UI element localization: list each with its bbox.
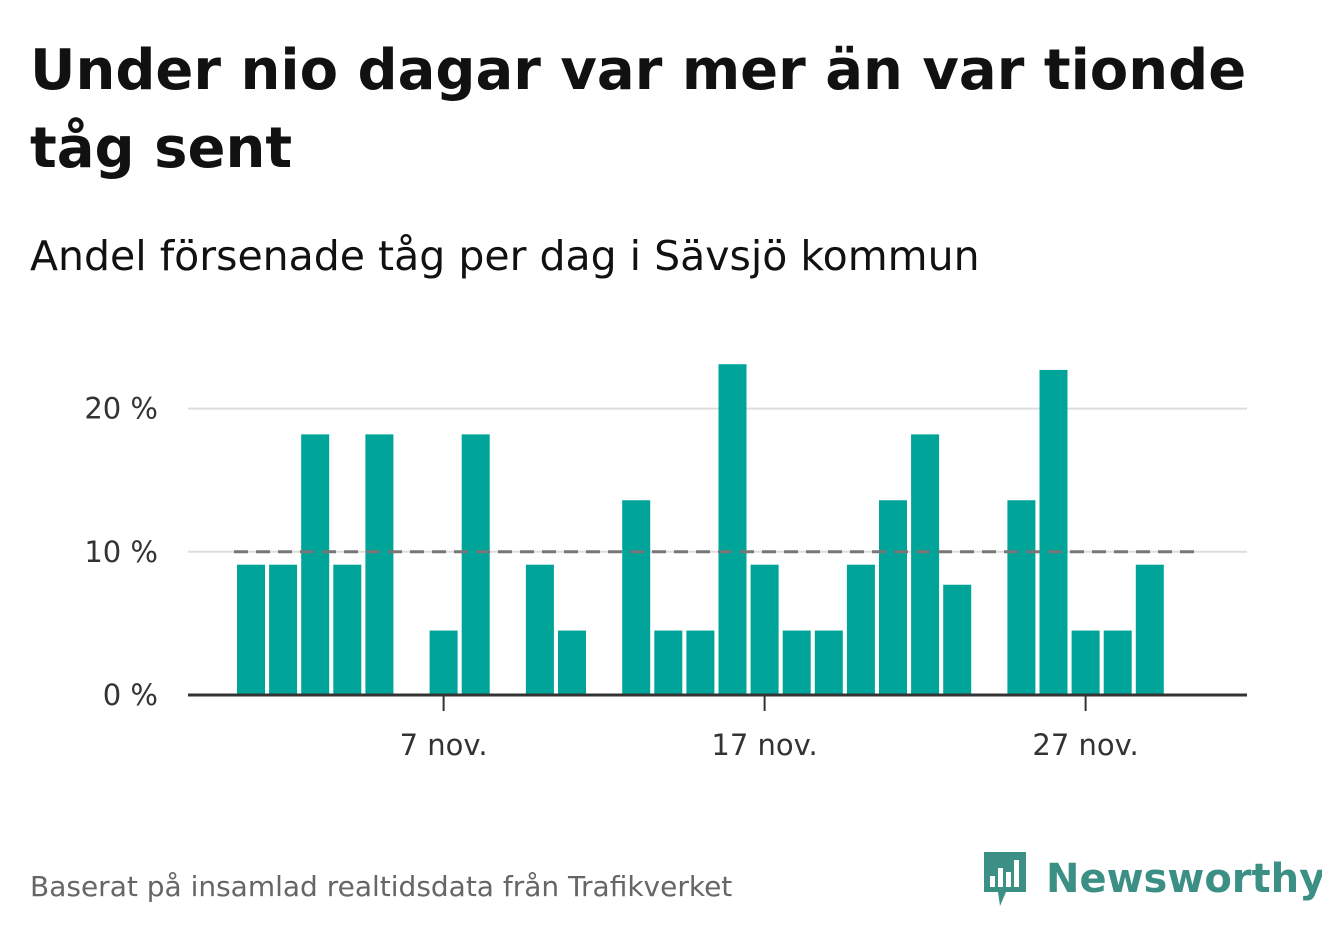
bar bbox=[718, 364, 747, 695]
brand-name: Newsworthy bbox=[1046, 856, 1322, 902]
bar bbox=[237, 564, 265, 695]
y-tick-label: 10 % bbox=[84, 535, 158, 569]
bars bbox=[237, 364, 1164, 695]
x-axis-ticks: 7 nov. 17 nov. 27 nov. bbox=[400, 695, 1139, 762]
newsworthy-logo: Newsworthy bbox=[980, 848, 1322, 910]
y-tick-label: 20 % bbox=[84, 392, 158, 426]
x-tick-label: 7 nov. bbox=[400, 728, 488, 762]
bar bbox=[1039, 369, 1068, 695]
bar bbox=[1135, 564, 1164, 695]
x-tick-label: 17 nov. bbox=[711, 728, 817, 762]
bar bbox=[429, 630, 458, 695]
chart-subtitle: Andel försenade tåg per dag i Sävsjö kom… bbox=[30, 232, 980, 280]
bar bbox=[750, 564, 779, 695]
y-axis-ticks: 0 % 10 % 20 % bbox=[84, 392, 158, 712]
bar bbox=[1007, 500, 1036, 695]
bar bbox=[686, 630, 715, 695]
bar bbox=[846, 564, 875, 695]
bar bbox=[301, 434, 330, 695]
bar bbox=[525, 564, 554, 695]
bar bbox=[911, 434, 940, 695]
bar bbox=[461, 434, 490, 695]
bar bbox=[269, 564, 298, 695]
bar bbox=[654, 630, 683, 695]
x-tick-label: 27 nov. bbox=[1032, 728, 1138, 762]
bar bbox=[1103, 630, 1132, 695]
grid-lines bbox=[188, 407, 1247, 553]
bar-chart-speech-bubble-icon bbox=[984, 852, 1026, 906]
bar bbox=[1071, 630, 1100, 695]
bar bbox=[943, 584, 972, 695]
bar bbox=[558, 630, 586, 695]
y-tick-label: 0 % bbox=[103, 678, 158, 712]
source-note: Baserat på insamlad realtidsdata från Tr… bbox=[30, 870, 733, 903]
chart-title: Under nio dagar var mer än var tionde tå… bbox=[30, 38, 1247, 181]
bar bbox=[879, 500, 907, 695]
bar bbox=[622, 500, 651, 695]
bar bbox=[814, 630, 843, 695]
bar bbox=[365, 434, 394, 695]
bar bbox=[782, 630, 811, 695]
bar bbox=[333, 564, 362, 695]
